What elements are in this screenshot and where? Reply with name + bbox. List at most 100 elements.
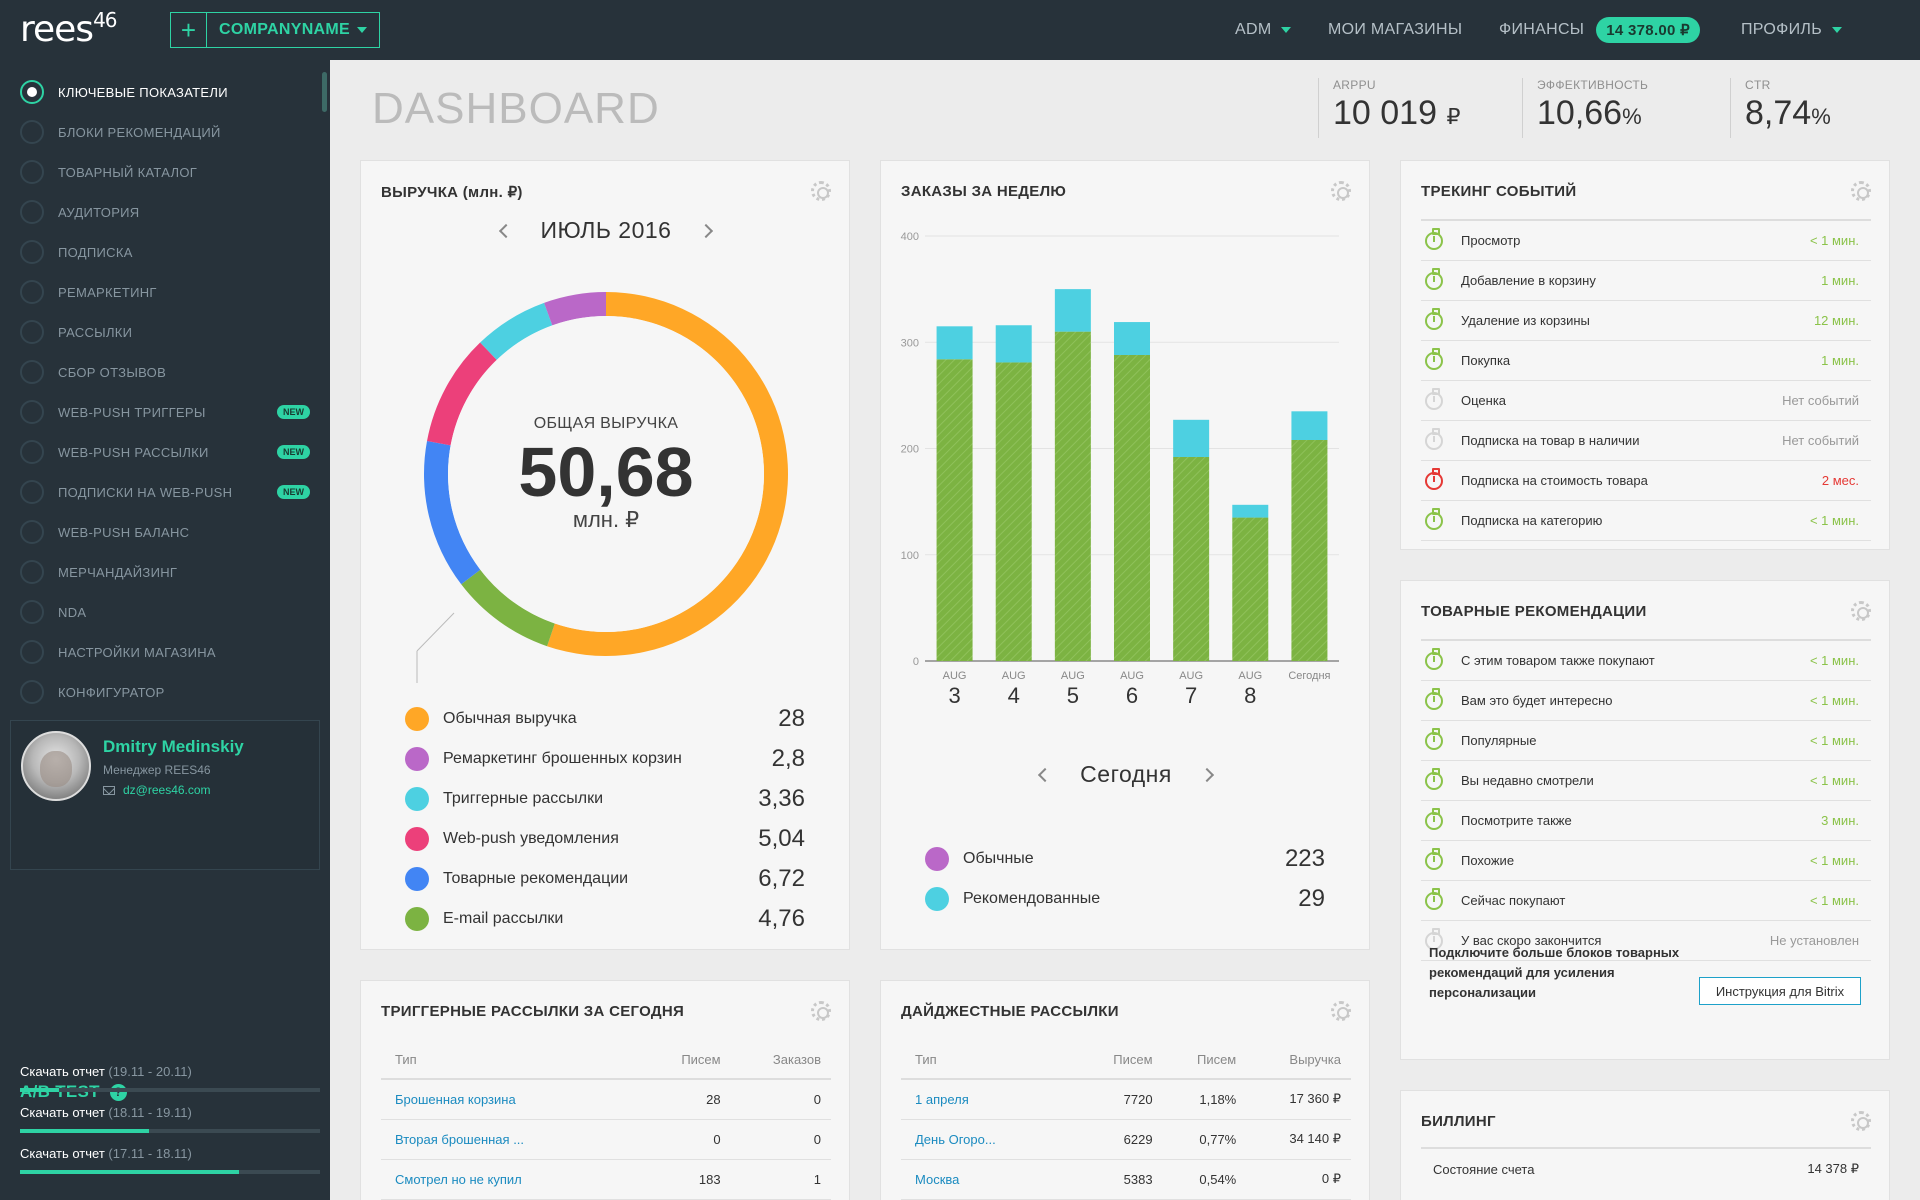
ab-report-link[interactable]: Скачать отчет (19.11 - 20.11)	[20, 1064, 320, 1079]
table-header-row: Тип Писем Писем Выручка	[901, 1041, 1351, 1080]
ab-report-label[interactable]: Скачать отчет	[20, 1064, 105, 1079]
month-navigator: ИЮЛЬ 2016	[361, 217, 851, 244]
row-type-link[interactable]: Вторая брошенная ...	[381, 1119, 646, 1160]
bar-regular[interactable]	[1114, 355, 1150, 661]
nav-finance[interactable]: ФИНАНСЫ 14 378.00 ₽	[1499, 0, 1701, 60]
ab-report-label[interactable]: Скачать отчет	[20, 1146, 105, 1161]
gear-icon[interactable]	[811, 181, 831, 201]
bar-regular[interactable]	[1054, 331, 1091, 661]
add-company-button[interactable]: +	[171, 13, 207, 47]
nav-profile-label[interactable]: ПРОФИЛЬ	[1741, 21, 1823, 38]
bar-regular[interactable]	[995, 362, 1032, 661]
column-header: Писем	[1162, 1041, 1247, 1080]
manager-email-link[interactable]: dz@rees46.com	[123, 783, 211, 797]
status-row: Популярные < 1 мин.	[1421, 721, 1871, 761]
ab-report-link[interactable]: Скачать отчет (17.11 - 18.11)	[20, 1146, 320, 1161]
bar-recommended[interactable]	[1291, 411, 1328, 440]
radio-icon	[20, 640, 44, 664]
stopwatch-icon	[1425, 467, 1443, 490]
nav-adm[interactable]: ADM	[1235, 0, 1292, 60]
sidebar-item[interactable]: БЛОКИ РЕКОМЕНДАЦИЙ	[20, 112, 320, 152]
bar-regular[interactable]	[1291, 440, 1328, 661]
gear-icon[interactable]	[1851, 1111, 1871, 1131]
bar-regular[interactable]	[936, 359, 973, 661]
sidebar-item[interactable]: ПОДПИСКА	[20, 232, 320, 272]
manager-email[interactable]: dz@rees46.com	[103, 783, 211, 797]
legend-value: 28	[778, 705, 805, 732]
donut-slice[interactable]	[461, 569, 555, 647]
chevron-right-icon[interactable]	[1199, 767, 1214, 782]
recommendations-title: ТОВАРНЫЕ РЕКОМЕНДАЦИИ	[1421, 603, 1647, 620]
donut-slice[interactable]	[427, 342, 497, 446]
bar-recommended[interactable]	[936, 326, 973, 360]
ab-report-link[interactable]: Скачать отчет (18.11 - 19.11)	[20, 1105, 320, 1120]
row-type-link[interactable]: День Огоро...	[901, 1119, 1079, 1160]
balance-badge[interactable]: 14 378.00 ₽	[1596, 17, 1701, 43]
bar-recommended[interactable]	[995, 325, 1032, 363]
sidebar-item[interactable]: АУДИТОРИЯ	[20, 192, 320, 232]
bar-regular[interactable]	[1232, 517, 1269, 661]
gear-icon[interactable]	[1851, 601, 1871, 621]
nav-finance-label[interactable]: ФИНАНСЫ	[1499, 21, 1585, 38]
row-type-link[interactable]: Брошенная корзина	[381, 1079, 646, 1120]
help-icon[interactable]: ?	[109, 1083, 127, 1101]
sidebar-item[interactable]: НАСТРОЙКИ МАГАЗИНА	[20, 632, 320, 672]
nav-my-stores-label[interactable]: МОИ МАГАЗИНЫ	[1328, 21, 1463, 38]
gear-icon[interactable]	[1331, 1001, 1351, 1021]
kpi-efficiency: ЭФФЕКТИВНОСТЬ 10,66%	[1522, 78, 1648, 138]
sidebar-item[interactable]: ПОДПИСКИ НА WEB-PUSH NEW	[20, 472, 320, 512]
company-name[interactable]: COMPANYNAME	[219, 21, 351, 38]
donut-slice[interactable]	[544, 292, 606, 326]
gear-icon[interactable]	[1331, 181, 1351, 201]
sidebar-item[interactable]: КОНФИГУРАТОР	[20, 672, 320, 712]
sidebar-item[interactable]: КЛЮЧЕВЫЕ ПОКАЗАТЕЛИ	[20, 72, 320, 112]
sidebar-scrollbar[interactable]	[322, 72, 327, 112]
sidebar-item[interactable]: WEB-PUSH БАЛАНС	[20, 512, 320, 552]
status-label: Подписка на стоимость товара	[1461, 473, 1648, 488]
ab-report-row[interactable]: Скачать отчет (18.11 - 19.11)	[20, 1105, 320, 1145]
logo[interactable]: rees46	[20, 8, 118, 50]
status-row: Удаление из корзины 12 мин.	[1421, 301, 1871, 341]
bar-recommended[interactable]	[1114, 322, 1150, 355]
ab-report-label[interactable]: Скачать отчет	[20, 1105, 105, 1120]
gear-icon[interactable]	[811, 1001, 831, 1021]
sidebar-item[interactable]: NDA	[20, 592, 320, 632]
sidebar-item[interactable]: РЕМАРКЕТИНГ	[20, 272, 320, 312]
sidebar-item[interactable]: ТОВАРНЫЙ КАТАЛОГ	[20, 152, 320, 192]
company-selector[interactable]: + COMPANYNAME	[170, 12, 380, 48]
donut-slice[interactable]	[480, 302, 553, 360]
sidebar-item[interactable]: WEB-PUSH ТРИГГЕРЫ NEW	[20, 392, 320, 432]
ab-report-row[interactable]: Скачать отчет (17.11 - 18.11)	[20, 1146, 320, 1186]
sidebar-item[interactable]: МЕРЧАНДАЙЗИНГ	[20, 552, 320, 592]
status-label: Вам это будет интересно	[1461, 693, 1613, 708]
nav-profile[interactable]: ПРОФИЛЬ	[1741, 0, 1843, 60]
donut-slice[interactable]	[424, 441, 481, 585]
stopwatch-icon	[1425, 347, 1443, 370]
bar-recommended[interactable]	[1173, 419, 1210, 457]
row-type-link[interactable]: Москва	[901, 1159, 1079, 1200]
radio-icon	[20, 240, 44, 264]
sidebar-item[interactable]: РАССЫЛКИ	[20, 312, 320, 352]
nav-my-stores[interactable]: МОИ МАГАЗИНЫ	[1328, 0, 1462, 60]
chevron-down-icon[interactable]	[1832, 27, 1843, 33]
sidebar-item[interactable]: СБОР ОТЗЫВОВ	[20, 352, 320, 392]
table-cell: 17 360 ₽	[1246, 1079, 1351, 1120]
donut-leader-line	[416, 612, 455, 683]
gear-icon[interactable]	[1851, 181, 1871, 201]
ab-report-row[interactable]: Скачать отчет (19.11 - 20.11)	[20, 1064, 320, 1104]
bar-recommended[interactable]	[1232, 504, 1269, 518]
chevron-down-icon[interactable]	[357, 27, 367, 33]
bitrix-instructions-button[interactable]: Инструкция для Bitrix	[1699, 977, 1861, 1005]
status-label: Похожие	[1461, 853, 1515, 868]
chevron-left-icon[interactable]	[1038, 767, 1053, 782]
chevron-down-icon[interactable]	[1281, 27, 1292, 33]
nav-adm-label[interactable]: ADM	[1235, 21, 1272, 38]
status-label: Подписка на категорию	[1461, 513, 1603, 528]
status-row: Покупка 1 мин.	[1421, 341, 1871, 381]
bar-regular[interactable]	[1173, 457, 1210, 661]
row-type-link[interactable]: Смотрел но не купил	[381, 1159, 646, 1200]
sidebar-item[interactable]: WEB-PUSH РАССЫЛКИ NEW	[20, 432, 320, 472]
bar-recommended[interactable]	[1054, 289, 1091, 332]
row-type-link[interactable]: 1 апреля	[901, 1079, 1079, 1120]
sidebar: КЛЮЧЕВЫЕ ПОКАЗАТЕЛИ БЛОКИ РЕКОМЕНДАЦИЙ ТОВ…	[0, 60, 330, 1200]
